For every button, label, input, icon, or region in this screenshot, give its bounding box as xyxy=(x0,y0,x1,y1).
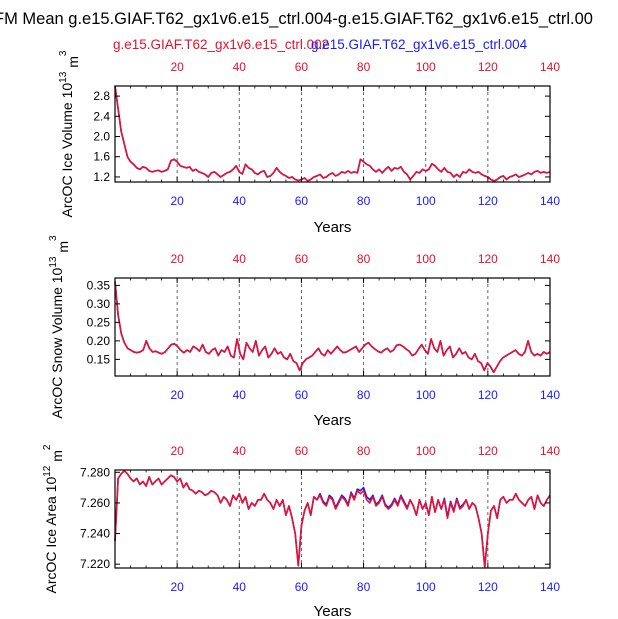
ytick-label: 1.6 xyxy=(93,150,110,164)
snow-volume-panel: 20 20 40 40 60 60 80 80 100 100 120 120 140 140 0.15 0.… xyxy=(48,235,560,429)
xtick-label-top: 100 xyxy=(416,252,436,266)
xtick-label-top: 120 xyxy=(478,444,498,458)
xtick-label-bottom: 60 xyxy=(295,580,309,594)
ytick-label: 7.240 xyxy=(80,527,110,541)
y-axis-title-ylabel-exp: 12 xyxy=(42,465,53,477)
ytick-label: 0.30 xyxy=(87,297,111,311)
ytick-label: 7.220 xyxy=(80,557,110,571)
xtick-label-bottom: 140 xyxy=(540,388,560,402)
y-axis-title-ylabel-unit-exp: 3 xyxy=(58,50,69,56)
legend-blue-label: g.e15.GIAF.T62_gx1v6.e15_ctrl.004 xyxy=(311,37,528,52)
legend-red-label: g.e15.GIAF.T62_gx1v6.e15_ctrl.002 xyxy=(113,37,329,52)
xtick-label-top: 20 xyxy=(170,444,184,458)
xtick-label-bottom: 120 xyxy=(478,194,498,208)
plot-frame xyxy=(114,85,551,183)
ytick-label: 0.20 xyxy=(87,334,111,348)
ice-area-panel: 20 20 40 40 60 60 80 80 100 100 120 120 140 140 7.220 7… xyxy=(42,444,560,619)
xtick-label-top: 80 xyxy=(357,252,371,266)
xtick-label-bottom: 140 xyxy=(540,194,560,208)
xtick-label-top: 40 xyxy=(233,60,247,74)
y-axis-title: ArcOC Snow Volume 1013 m3 xyxy=(48,235,71,419)
y-axis-title-ylabel-main: ArcOC Ice Volume 10 xyxy=(59,83,75,218)
ytick-label: 0.35 xyxy=(87,278,111,292)
plot-frame xyxy=(114,469,551,569)
xtick-label-bottom: 20 xyxy=(170,194,184,208)
xtick-label-top: 60 xyxy=(295,444,309,458)
xtick-label-bottom: 100 xyxy=(416,580,436,594)
series-line-1 xyxy=(114,85,551,182)
y-axis-title: ArcOC Ice Volume 1013 m3 xyxy=(58,50,81,217)
y-axis-title: ArcOC Ice Area 1012 m2 xyxy=(42,444,65,593)
plot-frame xyxy=(114,277,551,377)
xtick-label-top: 120 xyxy=(478,60,498,74)
figure-title: FM Mean g.e15.GIAF.T62_gx1v6.e15_ctrl.00… xyxy=(0,10,593,28)
xtick-label-bottom: 80 xyxy=(357,388,371,402)
ytick-label: 7.260 xyxy=(80,496,110,510)
x-axis-title: Years xyxy=(314,603,352,619)
xtick-label-top: 60 xyxy=(295,60,309,74)
y-axis-title-ylabel-exp: 13 xyxy=(58,71,69,83)
xtick-label-top: 20 xyxy=(170,252,184,266)
y-axis-title-ylabel-unit: m xyxy=(55,241,71,257)
ytick-label: 7.280 xyxy=(80,465,110,479)
xtick-label-bottom: 80 xyxy=(357,580,371,594)
xtick-label-top: 20 xyxy=(170,60,184,74)
y-axis-title-ylabel-exp: 13 xyxy=(48,256,59,268)
xtick-label-bottom: 120 xyxy=(478,388,498,402)
xtick-label-bottom: 40 xyxy=(233,388,247,402)
ytick-label: 0.15 xyxy=(87,352,111,366)
xtick-label-bottom: 100 xyxy=(416,388,436,402)
x-axis-title: Years xyxy=(314,412,352,429)
y-axis-title-ylabel-unit: m xyxy=(49,450,65,466)
y-axis-title-ylabel-unit-exp: 3 xyxy=(48,235,59,241)
series-line-1 xyxy=(114,281,551,374)
xtick-label-top: 140 xyxy=(540,252,560,266)
series-line-0 xyxy=(114,281,551,374)
xtick-label-bottom: 60 xyxy=(295,388,309,402)
xtick-label-top: 100 xyxy=(416,444,436,458)
ytick-label: 2.4 xyxy=(93,109,110,123)
xtick-label-bottom: 20 xyxy=(170,388,184,402)
xtick-label-bottom: 20 xyxy=(170,580,184,594)
xtick-label-bottom: 140 xyxy=(540,580,560,594)
x-axis-title: Years xyxy=(314,219,352,236)
ytick-label: 2.8 xyxy=(93,89,110,103)
xtick-label-top: 80 xyxy=(357,444,371,458)
series-line-0 xyxy=(114,85,551,182)
y-axis-title-ylabel-unit-exp: 2 xyxy=(42,444,53,450)
xtick-label-top: 40 xyxy=(233,252,247,266)
series-line-0 xyxy=(114,469,551,569)
xtick-label-top: 140 xyxy=(540,444,560,458)
xtick-label-bottom: 100 xyxy=(416,194,436,208)
xtick-label-bottom: 60 xyxy=(295,194,309,208)
xtick-label-top: 60 xyxy=(295,252,309,266)
y-axis-title-ylabel-main: ArcOC Snow Volume 10 xyxy=(49,267,65,418)
ytick-label: 1.2 xyxy=(93,170,110,184)
xtick-label-top: 80 xyxy=(357,60,371,74)
xtick-label-top: 100 xyxy=(416,60,436,74)
xtick-label-bottom: 120 xyxy=(478,580,498,594)
y-axis-title-ylabel-main: ArcOC Ice Area 10 xyxy=(43,477,59,594)
xtick-label-bottom: 80 xyxy=(357,194,371,208)
series-line-1 xyxy=(114,469,551,569)
ytick-label: 0.25 xyxy=(87,315,111,329)
xtick-label-bottom: 40 xyxy=(233,580,247,594)
xtick-label-top: 120 xyxy=(478,252,498,266)
y-axis-title-ylabel-unit: m xyxy=(65,56,81,72)
xtick-label-top: 40 xyxy=(233,444,247,458)
xtick-label-bottom: 40 xyxy=(233,194,247,208)
xtick-label-top: 140 xyxy=(540,60,560,74)
ice-volume-panel: 20 20 40 40 60 60 80 80 100 100 120 120 140 140 1.2 1.6… xyxy=(58,50,560,236)
ytick-label: 2.0 xyxy=(93,130,110,144)
